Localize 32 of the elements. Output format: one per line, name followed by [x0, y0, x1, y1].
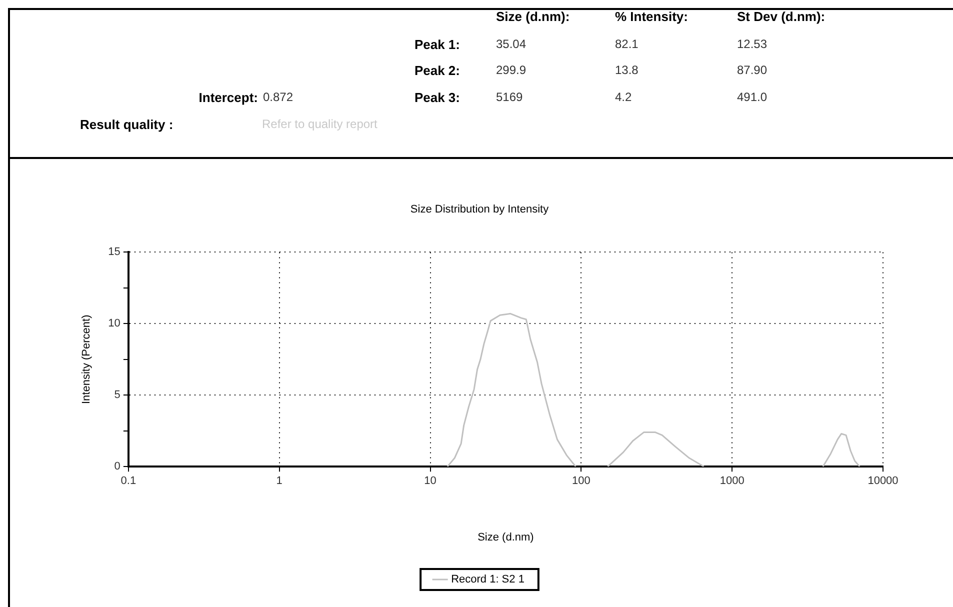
text: St Dev (d.nm): [737, 9, 826, 24]
text: % Intensity: [615, 9, 688, 24]
x-tick-label: 1000 [720, 475, 744, 488]
text: 491.0 [737, 90, 768, 105]
x-tick-label: 0.1 [120, 475, 136, 488]
chart-title: Size Distribution by Intensity [410, 204, 550, 216]
x-tick-label: 10000 [868, 475, 898, 488]
text: 87.90 [737, 63, 768, 78]
legend-label: Record 1: S2 1 [451, 574, 524, 586]
text: 0.872 [263, 90, 294, 105]
text: Peak 2: [414, 63, 460, 78]
y-axis-title: Intensity (Percent) [80, 314, 93, 404]
text: 5169 [496, 90, 523, 105]
x-tick-label: 1 [276, 475, 282, 488]
text: 13.8 [615, 63, 638, 78]
text: 299.9 [496, 63, 526, 78]
x-tick-label: 10 [424, 475, 436, 488]
text: Peak 3: [414, 90, 460, 105]
text: Peak 1: [414, 37, 460, 52]
text: Size (d.nm): [496, 9, 570, 24]
text: Result quality : [80, 117, 174, 132]
text: Intercept: [198, 90, 258, 105]
y-tick-label: 5 [114, 389, 120, 402]
y-tick-label: 0 [114, 460, 120, 473]
text: 4.2 [615, 90, 632, 105]
text: 82.1 [615, 37, 638, 52]
x-tick-label: 100 [572, 475, 590, 488]
y-tick-label: 15 [108, 246, 120, 258]
y-tick-label: 10 [108, 318, 120, 330]
text: 12.53 [737, 37, 768, 52]
text: 35.04 [496, 37, 526, 52]
x-axis-title: Size (d.nm) [478, 531, 534, 544]
